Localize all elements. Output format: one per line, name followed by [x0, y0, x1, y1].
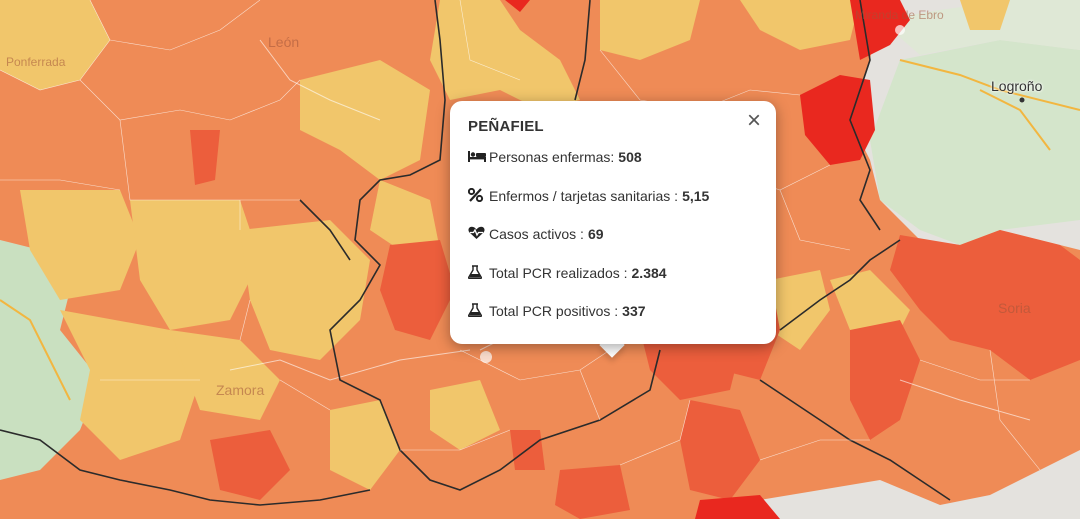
stat-label: Personas enfermas: [489, 149, 615, 165]
stat-label: Enfermos / tarjetas sanitarias : [489, 187, 679, 204]
place-label-soria: Soria [998, 300, 1031, 316]
place-label-ponferrada: Ponferrada [6, 55, 66, 69]
stat-label: Total PCR realizados : [489, 264, 628, 281]
place-label-zamora: Zamora [216, 382, 265, 398]
stat-value: 337 [622, 303, 646, 319]
place-label-leon: León [268, 34, 300, 50]
flask-icon [468, 303, 486, 317]
stat-row-active-cases: Casos activos : 69 [468, 226, 758, 265]
place-label-miranda: Miranda de Ebro [855, 8, 944, 22]
stat-row-sick-ratio: Enfermos / tarjetas sanitarias : 5,15 [468, 187, 758, 227]
stat-value: 5,15 [682, 187, 710, 204]
logrono-dot [1019, 97, 1025, 103]
yellow-districts [0, 0, 1010, 490]
red-districts [505, 0, 910, 519]
stat-label: Total PCR positivos : [489, 303, 619, 319]
info-popup: × PEÑAFIEL Personas enfermas: 508 Enferm… [450, 101, 776, 344]
place-label-logrono: Logroño [991, 78, 1043, 94]
stat-row-pcr-total: Total PCR realizados : 2.384 [468, 265, 758, 304]
stat-value: 69 [587, 226, 604, 242]
city-marks [480, 25, 905, 363]
stat-row-sick-people: Personas enfermas: 508 [468, 149, 758, 188]
percent-icon [468, 187, 486, 202]
stat-value: 508 [618, 149, 642, 165]
bed-icon [468, 149, 486, 163]
minor-roads [229, 39, 1031, 421]
heartbeat-icon [468, 226, 486, 240]
terrain-east [870, 40, 1080, 245]
stat-row-pcr-positive: Total PCR positivos : 337 [468, 303, 758, 342]
stat-label: Casos activos : [489, 226, 584, 242]
province-borders [0, 0, 951, 506]
roads [0, 59, 1080, 401]
popup-title: PEÑAFIEL [468, 118, 544, 135]
close-button[interactable]: × [746, 107, 761, 134]
stat-value: 2.384 [631, 264, 667, 281]
flask-icon [468, 264, 486, 279]
